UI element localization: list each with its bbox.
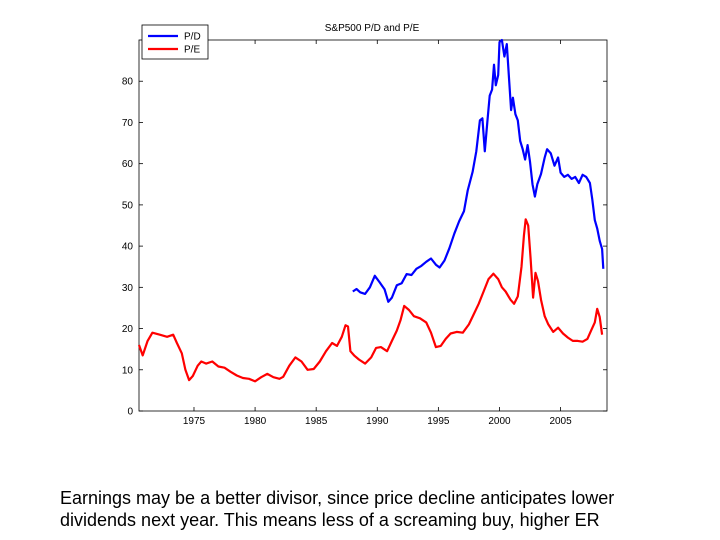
y-tick-label: 30 [122,283,134,294]
plot-frame [138,39,608,412]
y-tick-label: 0 [127,407,133,418]
y-tick-label: 10 [122,365,134,376]
series-line-p-e [137,218,604,383]
caption-line-1: Earnings may be a better divisor, since … [60,488,615,508]
x-tick-label: 1975 [183,416,206,427]
y-tick-label: 70 [122,118,134,129]
y-tick-label: 20 [122,324,134,335]
x-axis-ticks: 1975 1980 1985 1990 1995 2000 2005 [183,40,572,427]
line-chart: 1975 1980 1985 1990 1995 2000 2005 0 10 20 30 40 50… [122,23,608,427]
chart-axes [138,39,608,412]
x-tick-label: 1990 [366,416,389,427]
x-tick-label: 2000 [488,416,511,427]
caption: Earnings may be a better divisor, since … [60,488,700,531]
chart-series [137,38,605,383]
x-tick-label: 1995 [427,416,450,427]
legend-box [141,24,209,60]
series-line-p-d [352,38,605,303]
y-axis-ticks: 0 10 20 30 40 50 60 70 80 [122,77,607,418]
y-tick-label: 60 [122,159,134,170]
y-tick-label: 80 [122,77,134,88]
x-tick-label: 1985 [305,416,328,427]
caption-line-2: dividends next year. This means less of … [60,509,600,530]
chart-legend: P/D P/E [141,24,209,60]
x-tick-label: 1980 [244,416,267,427]
chart-title: S&P500 P/D and P/E [325,23,420,34]
y-tick-label: 50 [122,200,134,211]
y-tick-label: 40 [122,242,134,253]
x-tick-label: 2005 [549,416,572,427]
legend-label: P/E [184,45,200,56]
legend-label: P/D [184,32,201,43]
